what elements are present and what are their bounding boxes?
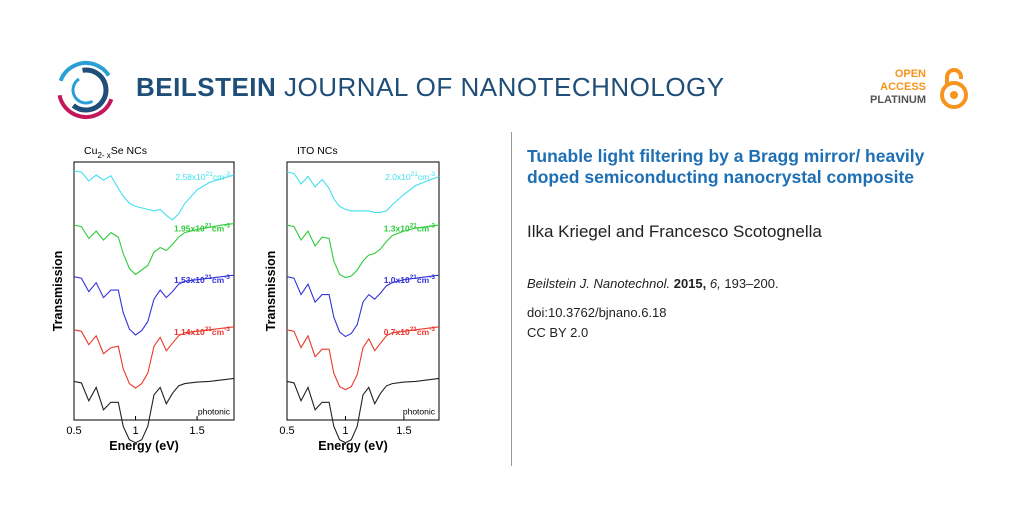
plot-frame (286, 161, 440, 421)
series-line-5 (286, 377, 440, 444)
oa-line-platinum: PLATINUM (870, 94, 927, 106)
series-label-2: 1.3x1021cm-3 (384, 223, 436, 234)
x-axis-label: Energy (eV) (109, 439, 178, 453)
series-label-4: 0.7x1021cm-3 (384, 326, 436, 337)
vertical-divider (511, 132, 512, 466)
doi: doi:10.3762/bjnano.6.18 (527, 305, 667, 320)
article-authors: Ilka Kriegel and Francesco Scotognella (527, 222, 822, 241)
chart-title: ITO NCs (297, 145, 338, 157)
series-label-4: 1.14x1021cm-3 (174, 326, 230, 337)
journal-name: BEILSTEIN JOURNAL OF NANOTECHNOLOGY (136, 72, 725, 103)
series-label-5: photonic (403, 406, 436, 416)
journal-name-bold: BEILSTEIN (136, 72, 277, 102)
y-axis-label: Transmission (51, 251, 65, 332)
series-label-2: 1.95x1021cm-3 (174, 223, 230, 234)
citation-journal: Beilstein J. Nanotechnol. (527, 276, 671, 291)
series-line-5 (73, 377, 235, 444)
x-tick-label: 1 (132, 425, 138, 437)
x-tick-label: 1 (342, 425, 348, 437)
series-line-2 (286, 224, 440, 279)
citation-volume: 6, (709, 276, 721, 291)
series-line-1 (286, 171, 440, 213)
series-label-1: 2.0x1021cm-3 (385, 171, 435, 182)
chart-panel-1: Cu2- xSe NCs 0.5 1 1.5 Energy (eV) Transmissi… (51, 145, 235, 453)
oa-line-open: OPEN (894, 68, 927, 80)
oa-line-access: ACCESS (880, 81, 927, 93)
open-lock-icon (940, 68, 968, 109)
series-line-3 (286, 274, 440, 338)
x-tick-label: 0.5 (279, 425, 294, 437)
series-label-5: photonic (198, 406, 231, 416)
chart-panel-2: ITO NCs 0.5 1 1.5 Energy (eV) Transmission 2.0… (264, 145, 440, 453)
x-tick-label: 0.5 (66, 425, 81, 437)
article-title: Tunable light filtering by a Bragg mirro… (527, 146, 925, 187)
figure-panels: Cu2- xSe NCs 0.5 1 1.5 Energy (eV) Transmissi… (51, 145, 440, 453)
citation-year: 2015, (673, 276, 707, 291)
series-label-3: 1.53x1021cm-3 (174, 274, 230, 285)
series-line-4 (73, 326, 235, 389)
open-access-badge: OPEN ACCESS PLATINUM (870, 68, 926, 107)
journal-name-rest: JOURNAL OF NANOTECHNOLOGY (284, 72, 725, 102)
plot-frame (73, 161, 235, 421)
series-label-3: 1.0x1021cm-3 (384, 274, 436, 285)
beilstein-logo-icon (57, 61, 115, 119)
series-line-3 (73, 274, 235, 336)
series-line-2 (73, 223, 235, 276)
chart-title: Cu2- xSe NCs (84, 145, 147, 160)
citation: Beilstein J. Nanotechnol. 2015, 6, 193–2… (527, 276, 779, 291)
y-axis-label: Transmission (264, 251, 278, 332)
series-line-1 (73, 170, 235, 221)
x-tick-label: 1.5 (396, 425, 411, 437)
series-line-4 (286, 326, 440, 391)
license: CC BY 2.0 (527, 325, 589, 340)
x-tick-label: 1.5 (189, 425, 204, 437)
citation-pages: 193–200. (724, 276, 779, 291)
series-label-1: 2.58x1021cm-3 (175, 171, 230, 182)
x-axis-label: Energy (eV) (318, 439, 387, 453)
